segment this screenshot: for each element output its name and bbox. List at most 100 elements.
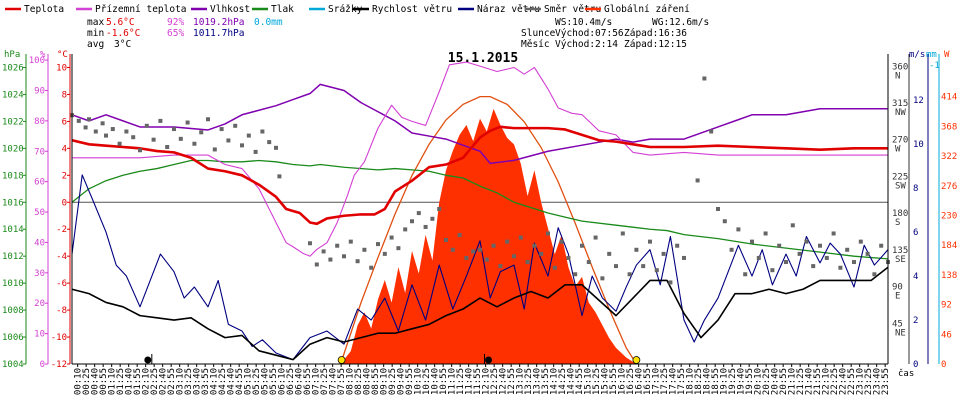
temperature-tick: -2 [56, 225, 67, 235]
humidity-tick: 80 [34, 117, 45, 127]
wind-direction-point [552, 265, 557, 270]
wind-direction-point [872, 272, 877, 277]
time-tick: 07:40 [329, 368, 339, 395]
stats-max-label: max [87, 17, 104, 28]
moon-rise: Východ:2:14 [555, 39, 618, 50]
sun-rise: Východ:07:56 [555, 28, 624, 39]
sun-moon-info: WS:10.4m/s WG:12.6m/s Slunce Východ:07:5… [521, 17, 709, 50]
wind-direction-point [852, 260, 856, 265]
wind-direction-point [277, 174, 282, 179]
wind-direction-point [93, 129, 98, 134]
legend: Teplota Přízemní teplota Vlhkost Tlak Srážky… [5, 4, 690, 15]
time-tick: 08:25 [354, 368, 364, 395]
wind-direction-point [729, 247, 734, 252]
wind-direction-point [253, 149, 258, 154]
wind-direction-point [437, 207, 442, 211]
direction-label: NE [895, 328, 906, 338]
windspeed-tick: 2 [913, 316, 918, 326]
time-tick: 00:10 [74, 368, 84, 395]
wind-direction-point [246, 133, 251, 138]
time-tick: 13:25 [524, 368, 534, 395]
wind-direction-point [790, 223, 795, 228]
time-tick: 23:40 [873, 368, 883, 395]
wind-direction-point [396, 246, 401, 251]
windspeed-tick: 6 [913, 228, 918, 238]
wind-direction-point [831, 231, 836, 236]
wind-direction-point [797, 251, 802, 256]
wind-direction-point [151, 137, 156, 142]
stats-max-temp: 5.6°C [106, 17, 135, 28]
wind-direction-point [274, 145, 278, 150]
wind-direction-point [110, 127, 115, 132]
wind-direction-point [512, 254, 516, 259]
wind-direction-point [580, 243, 584, 248]
wind-direction-point [743, 272, 748, 277]
wind-direction-point [641, 264, 646, 269]
time-tick: 17:10 [652, 368, 662, 395]
time-tick: 09:55 [405, 368, 415, 395]
wind-direction-point [410, 219, 414, 224]
legend-label: Tlak [271, 4, 294, 15]
wind-direction-point [355, 259, 360, 264]
time-tick: 03:25 [184, 368, 194, 395]
unit-mm: mm [926, 50, 937, 60]
temperature-tick: 8 [62, 90, 67, 100]
temperature-tick: -12 [51, 360, 67, 370]
time-tick: 05:25 [252, 368, 262, 395]
wind-direction-point [620, 231, 625, 236]
unit-ms: m/s [909, 50, 925, 60]
windspeed-tick: 10 [913, 140, 924, 150]
time-tick: 10:40 [431, 368, 441, 395]
temperature-tick: -8 [56, 306, 67, 316]
wind-direction-point [376, 242, 380, 247]
pressure-tick: 1004 [2, 360, 24, 370]
time-tick: 22:55 [847, 368, 857, 395]
wind-direction-point [369, 265, 374, 270]
time-tick: 04:10 [210, 368, 220, 395]
time-tick: 14:40 [567, 368, 577, 395]
wind-direction-point [709, 129, 714, 134]
wind-direction-point [185, 120, 190, 125]
time-tick: 00:25 [82, 368, 92, 395]
wind-direction-point [539, 251, 544, 256]
pressure-tick: 1018 [2, 171, 24, 181]
wind-direction-point [607, 251, 612, 256]
time-tick: 11:55 [473, 368, 483, 395]
wind-direction-point [627, 272, 632, 277]
time-tick: 17:55 [677, 368, 687, 395]
wind-speed-line [71, 266, 889, 361]
wind-direction-point [178, 136, 183, 141]
legend-label: Rychlost větru [372, 4, 452, 15]
radiation-tick: 46 [941, 330, 952, 340]
stats-avg-label: avg [87, 39, 104, 50]
wind-direction-point [416, 211, 421, 216]
wind-direction-point [750, 239, 754, 244]
direction-tick: 90 [892, 283, 903, 293]
wind-direction-point [233, 123, 238, 128]
time-tick: 06:40 [295, 368, 305, 395]
wind-direction-point [192, 141, 197, 146]
pressure-tick: 1016 [2, 198, 24, 208]
time-tick: 10:10 [414, 368, 424, 395]
wind-direction-point [804, 239, 809, 244]
time-tick: 02:55 [167, 368, 177, 395]
legend-label: Srážky [328, 4, 363, 15]
time-tick: 03:10 [176, 368, 186, 395]
wind-direction-point [389, 235, 394, 240]
moon-set: Západ:12:15 [624, 39, 687, 50]
radiation-tick: 414 [941, 93, 957, 103]
wind-direction-point [573, 272, 578, 277]
unit-labels: hPa % °C m/s mm W čas [4, 50, 950, 379]
wind-direction-point [100, 121, 105, 126]
wind-direction-point [546, 231, 550, 236]
moonset-marker [485, 356, 492, 364]
direction-tick: 360 [892, 62, 908, 72]
windspeed-tick: 12 [913, 96, 924, 106]
wind-direction-point [219, 127, 224, 132]
time-tick: 21:10 [788, 368, 798, 395]
stats-min-humidity: 65% [167, 28, 184, 39]
stats-min-pressure: 1011.7hPa [193, 28, 244, 39]
wind-direction-point [321, 249, 326, 254]
radiation-tick: 138 [941, 271, 957, 281]
wind-direction-point [559, 239, 564, 244]
